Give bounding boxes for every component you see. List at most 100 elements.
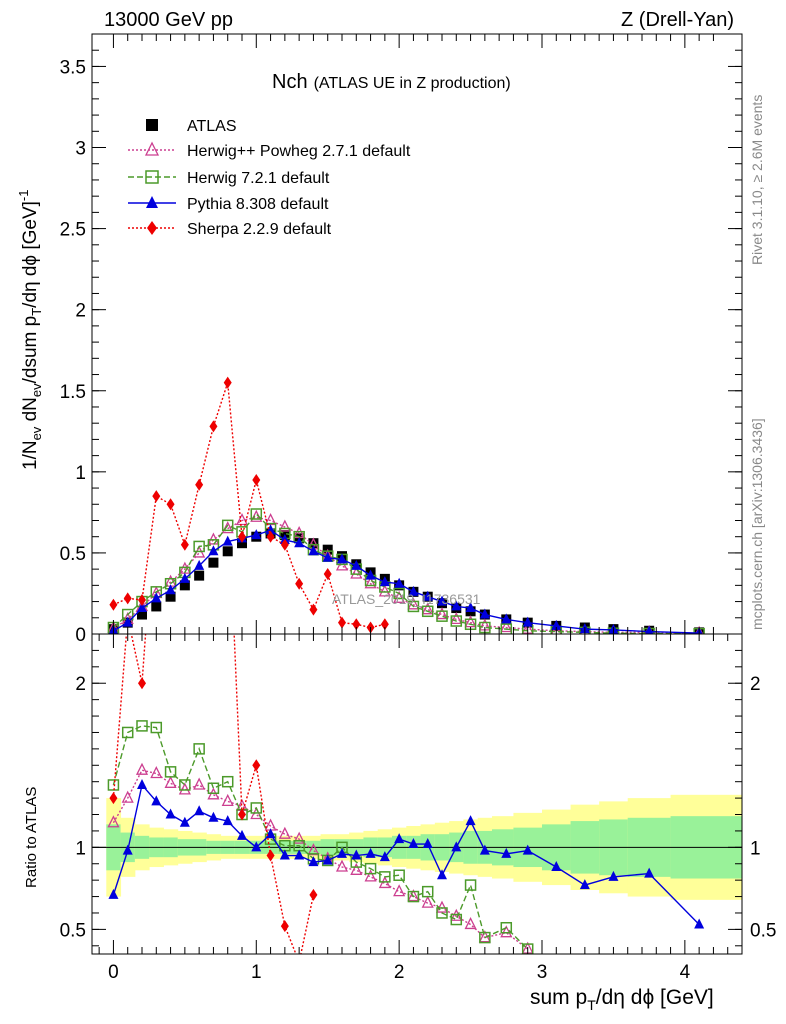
main-y-tick-label: 3.5 [60, 57, 86, 78]
ratio-data-point [422, 838, 433, 849]
main-data-point [337, 553, 347, 564]
header-process-label: Z (Drell-Yan) [621, 9, 734, 31]
ratio-data-point [393, 884, 406, 897]
main-data-point [222, 535, 233, 546]
main-data-point [251, 529, 262, 540]
main-y-tick-label: 3 [75, 139, 86, 160]
main-data-point [137, 609, 147, 620]
main-data-point [280, 538, 289, 551]
main-data-point [464, 615, 477, 628]
main-data-point [294, 537, 305, 548]
main-data-point [265, 524, 276, 535]
ratio-data-point [280, 920, 289, 933]
main-data-point [450, 615, 463, 627]
main-data-point [393, 590, 406, 603]
ratio-data-point [150, 721, 163, 734]
ratio-data-point [164, 775, 177, 788]
main-data-point [451, 600, 462, 611]
ratio-data-point [221, 775, 234, 788]
main-data-point [379, 576, 390, 587]
ratio-data-point [138, 677, 146, 690]
legend-label: ATLAS [187, 118, 237, 135]
ratio-data-point [350, 862, 363, 875]
ratio-data-point [150, 766, 163, 779]
main-data-point [250, 508, 263, 520]
x-axis-label: sum pT/dη dϕ [GeV] [530, 986, 714, 1013]
main-data-point [165, 591, 176, 602]
main-data-point [408, 585, 419, 596]
main-data-point [378, 584, 391, 597]
ratio-data-point [193, 743, 205, 755]
ratio-data-point [407, 890, 420, 903]
ratio-data-point [194, 805, 205, 816]
x-tick-label: 0 [108, 962, 119, 983]
main-data-point [393, 587, 405, 600]
ratio-data-point [479, 844, 490, 855]
main-y-tick-label: 1 [75, 463, 86, 484]
main-data-point [450, 611, 463, 625]
main-data-point [422, 590, 433, 601]
ratio-data-point [165, 808, 176, 819]
ratio-data-point [121, 726, 134, 739]
legend-label: Herwig++ Powheg 2.7.1 default [187, 143, 411, 160]
legend-marker [145, 170, 159, 184]
ratio-y-axis-label: Ratio to ATLAS [23, 787, 40, 888]
main-data-point [501, 613, 512, 624]
ratio-data-point [465, 815, 476, 826]
ratio-y-tick-label: 1 [75, 838, 86, 859]
legend-label: Pythia 8.308 default [187, 196, 329, 213]
main-data-point [338, 616, 346, 629]
main-data-point [308, 538, 319, 549]
ratio-data-point [365, 847, 376, 858]
main-data-point [351, 559, 362, 570]
ratio-data-point [351, 849, 362, 860]
ratio-data-point [421, 885, 434, 898]
main-axes: 0 0.5 1 1.5 2 2.5 3 3.5 [60, 34, 742, 646]
plot-title: Nch (ATLAS UE in Z production) [272, 71, 511, 93]
ratio-data-point [337, 847, 347, 858]
ratio-series-line [112, 783, 700, 925]
main-data-point [221, 519, 234, 532]
ratio-data-point [551, 861, 562, 872]
main-data-point [350, 566, 363, 579]
main-data-point [309, 603, 318, 616]
ratio-data-point [364, 862, 377, 875]
main-data-point [237, 538, 247, 549]
ratio-data-point [107, 815, 120, 828]
ratio-data-point [121, 790, 134, 803]
ratio-data-point [522, 844, 533, 855]
ratio-axes: 0.5 0.5 1 1 2 2 0 1 2 3 4 [60, 634, 776, 983]
ratio-data-point [224, 480, 232, 492]
main-data-point [151, 592, 162, 603]
main-data-point [209, 420, 218, 433]
main-data-point [252, 473, 261, 486]
ratio-data-point [464, 879, 477, 891]
ratio-data-point [437, 869, 447, 880]
ratio-data-point [464, 917, 477, 930]
ratio-data-point [393, 869, 405, 881]
main-data-point [235, 513, 249, 526]
ratio-y-tick-label: 2 [75, 674, 86, 695]
ratio-y-tick-label-right: 2 [750, 674, 761, 695]
ratio-data-point [379, 871, 391, 883]
ratio-data-point [293, 831, 306, 844]
ratio-data-point [222, 815, 233, 826]
main-data-point [500, 623, 513, 634]
main-data-point [179, 572, 190, 583]
legend-marker [144, 141, 160, 156]
main-y-tick-label: 1.5 [60, 382, 86, 403]
header-energy-label: 13000 GeV pp [104, 9, 233, 31]
main-data-point [308, 545, 319, 556]
main-data-point [551, 619, 562, 630]
main-y-tick-label: 2 [75, 301, 86, 322]
main-data-point [436, 610, 448, 622]
main-data-point [380, 618, 389, 631]
main-data-point [180, 538, 189, 551]
main-data-point [208, 557, 219, 568]
ratio-data-point [407, 889, 420, 902]
ratio-data-point [408, 838, 419, 849]
ratio-data-point [308, 856, 319, 867]
main-y-tick-label: 2.5 [60, 220, 86, 241]
main-data-point [151, 601, 162, 612]
